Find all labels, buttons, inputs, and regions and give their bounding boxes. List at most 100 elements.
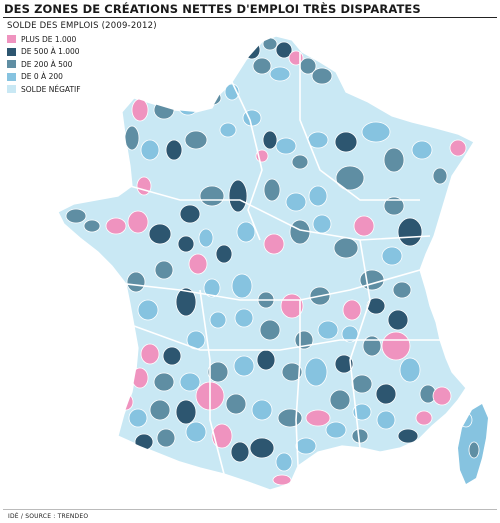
employment-zone <box>449 139 467 157</box>
employment-zone <box>65 208 87 224</box>
employment-zone <box>259 319 281 341</box>
employment-zone <box>281 362 303 382</box>
region-border <box>129 185 431 241</box>
legend: PLUS DE 1.000 DE 500 À 1.000 DE 200 À 50… <box>7 33 81 96</box>
employment-zone <box>175 399 197 425</box>
employment-zone <box>334 354 354 374</box>
employment-zone <box>199 185 225 207</box>
employment-zone <box>215 244 233 264</box>
employment-zone <box>277 408 303 428</box>
employment-zone <box>140 343 160 365</box>
employment-zone <box>256 349 276 371</box>
employment-zone <box>184 130 208 150</box>
region-border <box>299 52 420 201</box>
title-divider <box>3 17 497 18</box>
employment-zone <box>203 278 221 298</box>
employment-zone <box>397 428 419 444</box>
employment-zone <box>263 178 281 202</box>
employment-zone <box>140 139 160 161</box>
employment-zone <box>83 219 101 233</box>
employment-zone <box>124 125 140 151</box>
employment-zone <box>351 428 369 444</box>
employment-zone <box>219 122 237 138</box>
employment-zone <box>262 37 278 51</box>
employment-zone <box>209 311 227 329</box>
employment-zone <box>308 185 328 207</box>
employment-zone <box>381 246 403 266</box>
region-border <box>133 325 440 351</box>
employment-zone <box>249 437 275 459</box>
employment-zone <box>185 421 207 443</box>
employment-zone <box>432 167 448 185</box>
employment-zone <box>156 428 176 448</box>
employment-zone <box>275 452 293 472</box>
legend-label: DE 500 À 1.000 <box>21 47 80 57</box>
employment-zone <box>468 441 480 459</box>
employment-zone <box>397 217 423 247</box>
employment-zone <box>376 410 396 430</box>
map-title: DES ZONES DE CRÉATIONS NETTES D'EMPLOI T… <box>4 2 421 16</box>
legend-label: DE 0 À 200 <box>21 72 63 82</box>
employment-zone <box>304 357 328 387</box>
legend-title: SOLDE DES EMPLOIS (2009-2012) <box>7 21 157 31</box>
employment-zone <box>361 121 391 143</box>
employment-zone <box>459 412 473 428</box>
employment-zone <box>148 223 172 245</box>
source-credit: IDÉ / SOURCE : TRENDEO <box>8 513 89 520</box>
employment-zone <box>399 357 421 383</box>
employment-zone <box>305 409 331 427</box>
employment-zone <box>291 154 309 170</box>
employment-zone <box>136 176 152 196</box>
employment-zone <box>289 219 311 245</box>
employment-zone <box>411 140 433 160</box>
employment-zone <box>351 374 373 394</box>
employment-zone <box>225 393 247 415</box>
employment-zone <box>272 474 292 486</box>
employment-zone <box>131 98 149 122</box>
employment-zone <box>105 217 127 235</box>
region-border <box>125 269 421 301</box>
region-border <box>199 289 225 475</box>
employment-zone <box>179 372 201 392</box>
employment-zone <box>149 399 171 421</box>
employment-zone <box>366 297 386 315</box>
employment-zone <box>243 40 261 60</box>
employment-zone <box>392 281 412 299</box>
employment-zone <box>359 269 385 291</box>
employment-zone <box>175 287 197 317</box>
footer-divider <box>3 509 497 510</box>
employment-zone <box>415 410 433 426</box>
employment-zone <box>251 399 273 421</box>
employment-zone <box>381 331 411 361</box>
legend-item: DE 500 À 1.000 <box>7 46 81 59</box>
legend-swatch-dark <box>7 47 16 56</box>
legend-swatch-light <box>7 72 16 81</box>
employment-zone <box>207 361 229 383</box>
employment-zone <box>362 335 382 357</box>
employment-zone <box>252 57 272 75</box>
employment-zone <box>329 389 351 411</box>
legend-label: SOLDE NÉGATIF <box>21 84 81 94</box>
employment-zone <box>342 299 362 321</box>
legend-item: DE 0 À 200 <box>7 71 81 84</box>
employment-zone <box>335 165 365 191</box>
employment-zone <box>165 139 183 161</box>
employment-zone <box>188 253 208 275</box>
employment-zone <box>179 204 201 224</box>
employment-zone <box>211 423 233 449</box>
employment-zone <box>275 137 297 155</box>
employment-zone <box>295 437 317 455</box>
employment-zone <box>228 179 248 213</box>
employment-zone <box>262 130 278 150</box>
employment-zone <box>325 421 347 439</box>
employment-zone <box>263 233 285 255</box>
employment-zone <box>153 372 175 392</box>
legend-swatch-medium <box>7 60 16 69</box>
employment-zone <box>352 403 372 421</box>
employment-zone <box>127 210 149 234</box>
employment-zone <box>231 273 253 299</box>
employment-zone <box>162 346 182 366</box>
employment-zone <box>177 235 195 253</box>
employment-zone <box>312 214 332 234</box>
